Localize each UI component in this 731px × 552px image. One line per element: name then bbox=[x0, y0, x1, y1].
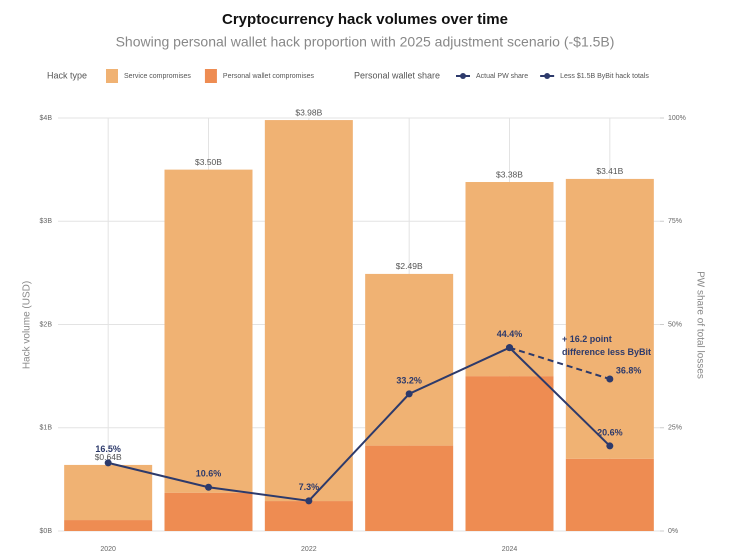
bar-segment bbox=[64, 464, 153, 521]
y-axis-label: Hack volume (USD) bbox=[22, 281, 33, 369]
chart-title: Cryptocurrency hack volumes over time bbox=[222, 11, 508, 28]
bar-segment bbox=[565, 178, 654, 459]
line-point bbox=[606, 442, 614, 450]
chart-subtitle: Showing personal wallet hack proportion … bbox=[116, 34, 615, 50]
total-label: $3.98B bbox=[295, 107, 322, 117]
data-label: 44.4% bbox=[497, 329, 523, 339]
bar-segment bbox=[365, 273, 454, 446]
bar-segment bbox=[164, 492, 253, 531]
total-label: $3.38B bbox=[496, 169, 523, 179]
y2-axis-label: PW share of total losses bbox=[694, 271, 705, 379]
legend-dot bbox=[460, 73, 466, 79]
data-label: 10.6% bbox=[196, 469, 222, 479]
legend-swatch bbox=[106, 69, 118, 83]
bar-segment bbox=[565, 458, 654, 531]
total-label: $3.50B bbox=[195, 157, 222, 167]
x-tick-label: 2024 bbox=[502, 546, 518, 552]
line-point bbox=[305, 497, 313, 505]
line-point bbox=[104, 459, 112, 467]
y2-tick-label: 75% bbox=[668, 218, 682, 225]
line-point bbox=[606, 375, 614, 383]
data-label: 20.6% bbox=[597, 427, 623, 437]
line bbox=[509, 346, 611, 380]
bar-segment bbox=[264, 501, 353, 531]
data-label: 7.3% bbox=[299, 482, 320, 492]
legend-swatch bbox=[204, 69, 217, 83]
y-tick-label: $4B bbox=[40, 115, 53, 122]
total-label: $3.41B bbox=[596, 166, 623, 176]
legend-dot bbox=[544, 73, 551, 79]
y2-tick-label: 25% bbox=[668, 425, 682, 432]
bar-segment bbox=[465, 376, 554, 531]
x-tick-label: 2022 bbox=[301, 546, 317, 552]
bar-segment bbox=[465, 182, 554, 377]
bar-segment bbox=[164, 169, 253, 493]
data-label: 36.8% bbox=[616, 365, 642, 375]
line-point bbox=[205, 483, 212, 491]
legend-title: Personal wallet share bbox=[354, 70, 440, 80]
data-label: 33.2% bbox=[396, 375, 422, 385]
y-tick-label: $0B bbox=[40, 528, 53, 535]
total-label: $0.64B bbox=[95, 452, 122, 462]
bar-segment bbox=[64, 520, 153, 531]
data-label: 16.5% bbox=[95, 444, 121, 454]
y-tick-label: $3B bbox=[40, 218, 53, 225]
legend-label: Actual PW share bbox=[476, 73, 528, 80]
total-label: $2.49B bbox=[396, 261, 423, 271]
line-point bbox=[506, 344, 513, 352]
x-tick-label: 2020 bbox=[100, 546, 116, 552]
bar-segment bbox=[264, 120, 353, 502]
legend-label: Personal wallet compromises bbox=[223, 73, 315, 80]
line-point bbox=[405, 390, 413, 398]
y-tick-label: $2B bbox=[40, 321, 53, 328]
bar-segment bbox=[365, 445, 454, 531]
y2-tick-label: 50% bbox=[668, 321, 682, 328]
y2-tick-label: 100% bbox=[668, 115, 686, 122]
y-tick-label: $1B bbox=[40, 425, 53, 432]
line bbox=[107, 346, 611, 502]
annotation: + 16.2 point difference less ByBit bbox=[562, 334, 651, 357]
legend-title: Hack type bbox=[47, 70, 87, 80]
legend-label: Service compromises bbox=[124, 73, 191, 80]
y2-tick-label: 0% bbox=[668, 528, 678, 535]
legend-label: Less $1.5B ByBit hack totals bbox=[560, 73, 649, 80]
